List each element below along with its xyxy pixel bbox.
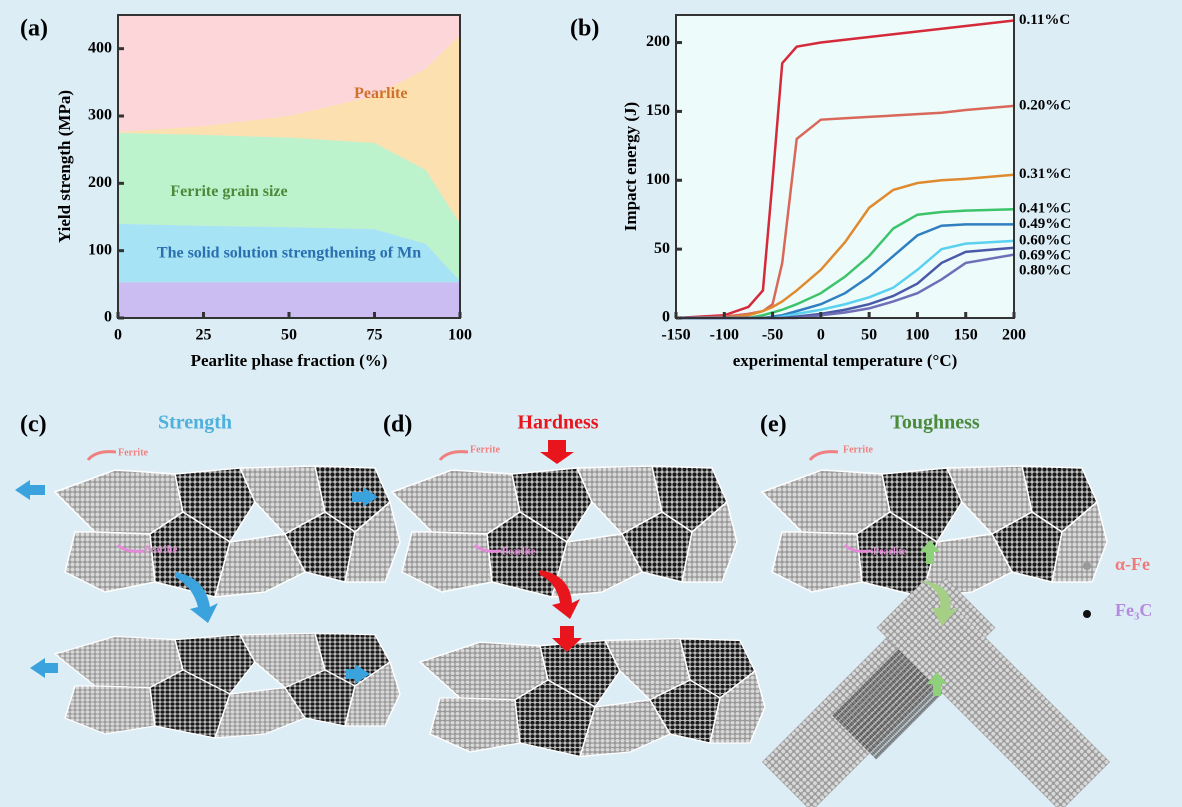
y-tick-label: 50 bbox=[654, 240, 670, 257]
arrow bbox=[15, 480, 45, 500]
x-tick-label: 150 bbox=[954, 327, 978, 344]
grain-structure bbox=[761, 465, 1108, 598]
arrow bbox=[116, 543, 145, 553]
y-tick-label: 200 bbox=[646, 33, 670, 50]
y-axis-label: Impact energy (J) bbox=[621, 102, 640, 231]
arrow bbox=[540, 570, 580, 619]
arrow bbox=[540, 440, 574, 464]
y-tick-label: 150 bbox=[646, 102, 670, 119]
arrow bbox=[86, 450, 117, 462]
area-label: The solid solution strengthening of Mn bbox=[157, 245, 421, 262]
legend-label: 0.60%C bbox=[1019, 232, 1071, 248]
x-tick-label: -50 bbox=[762, 327, 783, 344]
x-tick-label: 50 bbox=[281, 327, 297, 344]
y-tick-label: 200 bbox=[88, 174, 112, 191]
line bbox=[675, 19, 1015, 320]
x-tick-label: 200 bbox=[1002, 327, 1026, 344]
arrow bbox=[352, 487, 378, 507]
x-tick-label: 50 bbox=[861, 327, 877, 344]
legend-label: 0.20%C bbox=[1019, 97, 1071, 113]
grain-structure bbox=[391, 465, 738, 598]
arrow bbox=[30, 658, 58, 678]
legend-label: 0.11%C bbox=[1019, 12, 1070, 28]
x-tick-label: 100 bbox=[905, 327, 929, 344]
phase-label: Ferrite bbox=[470, 444, 501, 455]
panel-label: (d) bbox=[383, 412, 412, 438]
phase-label: Ferrite bbox=[843, 444, 874, 455]
grain-structure bbox=[876, 578, 1110, 807]
legend-label: 0.31%C bbox=[1019, 166, 1071, 182]
x-tick-label: 75 bbox=[367, 327, 383, 344]
y-tick-label: 100 bbox=[646, 171, 670, 188]
arrow bbox=[552, 626, 582, 652]
area-label: Ferrite grain size bbox=[170, 183, 287, 200]
grain-structure bbox=[54, 632, 401, 739]
panel-title: Toughness bbox=[890, 412, 980, 434]
arrow bbox=[473, 543, 502, 553]
arrow bbox=[920, 580, 958, 626]
y-tick-label: 0 bbox=[104, 309, 112, 326]
arrow bbox=[920, 540, 940, 564]
area bbox=[118, 35, 460, 224]
x-tick-label: 25 bbox=[196, 327, 212, 344]
x-axis-label: Pearlite phase fraction (%) bbox=[191, 351, 388, 370]
panel-d: (d) Hardness Ferrite Pearlite bbox=[383, 412, 766, 758]
y-tick-label: 100 bbox=[88, 241, 112, 258]
plot-area bbox=[676, 15, 1014, 318]
arrow bbox=[843, 543, 872, 553]
legend-label: 0.41%C bbox=[1019, 201, 1071, 217]
area bbox=[118, 132, 460, 281]
legend-marker bbox=[1083, 562, 1091, 570]
axes-frame bbox=[675, 14, 1015, 319]
arrow bbox=[808, 450, 839, 462]
grain-structure bbox=[419, 637, 766, 758]
x-axis-label: experimental temperature (°C) bbox=[733, 351, 958, 370]
grain-structure bbox=[54, 465, 401, 598]
legend-label: 0.49%C bbox=[1019, 216, 1071, 232]
x-tick-label: 100 bbox=[448, 327, 472, 344]
phase-label: Pearlite bbox=[502, 546, 536, 557]
area bbox=[118, 223, 460, 283]
panel-label: (a) bbox=[20, 16, 48, 42]
panel-label: (e) bbox=[760, 412, 787, 438]
panel-label: (c) bbox=[20, 412, 47, 438]
legend-marker bbox=[1083, 610, 1091, 618]
line bbox=[676, 173, 1015, 320]
x-tick-label: -150 bbox=[661, 327, 690, 344]
chart: The solid solution strengthening of Mn Fe… bbox=[55, 14, 472, 370]
phase-label: Ferrite bbox=[118, 447, 149, 458]
panel-label: (b) bbox=[570, 16, 599, 42]
phase-label: Pearlite bbox=[144, 544, 178, 555]
y-axis-label: Yield strength (MPa) bbox=[55, 90, 74, 243]
y-tick-label: 400 bbox=[88, 39, 112, 56]
phase-label: Pearlite bbox=[873, 546, 907, 557]
arrow bbox=[175, 572, 218, 623]
x-tick-label: -100 bbox=[710, 327, 739, 344]
legend-label: 0.80%C bbox=[1019, 262, 1071, 278]
panel-title: Strength bbox=[158, 412, 232, 434]
arrow bbox=[927, 672, 947, 696]
panel-e: (e) Toughness Ferrite Pearlite α-Fe Fe₃C bbox=[760, 412, 1152, 807]
legend-label: α-Fe bbox=[1115, 554, 1150, 574]
legend-label: Fe₃C bbox=[1115, 600, 1152, 620]
chart: 0.11%C 0.20%C 0.31%C 0.41%C0.49%C0.60%C0.69… bbox=[621, 12, 1071, 370]
arrow bbox=[438, 450, 469, 462]
y-tick-label: 0 bbox=[662, 309, 670, 326]
area bbox=[118, 282, 460, 318]
area-label: Pearlite bbox=[354, 85, 407, 102]
panel-title: Hardness bbox=[517, 412, 598, 434]
x-tick-label: 0 bbox=[114, 327, 122, 344]
x-tick-label: 0 bbox=[817, 327, 825, 344]
y-tick-label: 300 bbox=[88, 107, 112, 124]
legend-label: 0.69%C bbox=[1019, 247, 1071, 263]
panel-c: (c) Strength Ferrite Pearlite bbox=[15, 412, 401, 739]
arrow bbox=[346, 664, 370, 684]
